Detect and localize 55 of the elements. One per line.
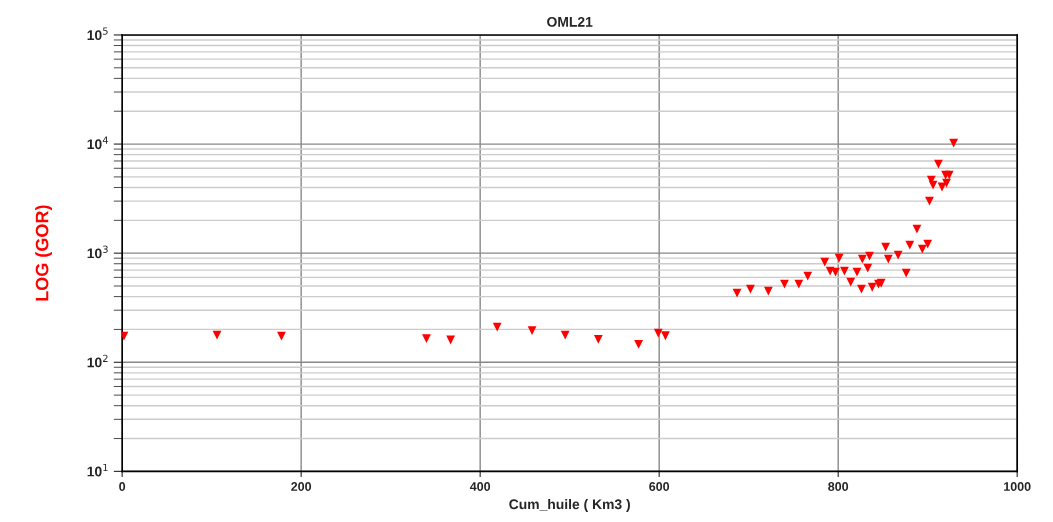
point <box>867 282 877 292</box>
point <box>942 178 951 188</box>
y-tick-label: 10$^{5}$ <box>87 27 108 41</box>
point <box>831 267 840 277</box>
point <box>893 250 903 260</box>
point <box>881 242 891 252</box>
point <box>746 284 755 294</box>
point <box>857 284 866 294</box>
point <box>912 224 922 234</box>
point <box>780 279 789 289</box>
point <box>949 138 959 148</box>
x-tick-label: 0 <box>119 482 126 491</box>
point <box>560 330 570 340</box>
y-tick-label: 10$^{4}$ <box>87 136 108 150</box>
point <box>212 330 222 340</box>
x-tick-label: 200 <box>291 482 312 491</box>
x-tick-label: 400 <box>469 482 491 491</box>
y-axis-title: LOG (GOR) <box>35 205 53 301</box>
point <box>846 277 856 287</box>
x-tick-label: 600 <box>649 482 670 491</box>
point <box>732 288 742 298</box>
point <box>883 254 893 264</box>
point <box>661 331 670 341</box>
point <box>917 244 927 254</box>
point <box>852 267 862 277</box>
point <box>446 335 456 345</box>
point <box>593 335 603 344</box>
x-axis-title: Cum_huile ( Km3 ) <box>509 498 630 512</box>
chart-title: OML21 <box>547 16 593 27</box>
point <box>834 253 844 263</box>
point <box>857 254 867 264</box>
point <box>944 170 954 180</box>
point <box>820 257 830 267</box>
point <box>925 196 934 206</box>
point <box>934 159 943 169</box>
point <box>794 279 804 289</box>
point <box>492 322 502 332</box>
point <box>901 268 911 278</box>
point <box>905 240 915 250</box>
point <box>923 239 933 249</box>
point <box>634 339 643 349</box>
point <box>863 263 873 273</box>
point <box>803 271 813 281</box>
point <box>840 266 849 276</box>
y-tick-label: 10$^{1}$ <box>87 463 108 477</box>
x-tick-label: 1000 <box>1004 482 1031 491</box>
point <box>865 251 874 261</box>
point <box>763 286 773 296</box>
y-tick-label: 10$^{3}$ <box>87 245 108 259</box>
x-tick-label: 800 <box>828 482 849 491</box>
point <box>653 328 663 338</box>
point <box>928 180 938 190</box>
y-tick-label: 10$^{2}$ <box>87 354 108 368</box>
point <box>527 326 537 336</box>
point <box>422 334 431 343</box>
